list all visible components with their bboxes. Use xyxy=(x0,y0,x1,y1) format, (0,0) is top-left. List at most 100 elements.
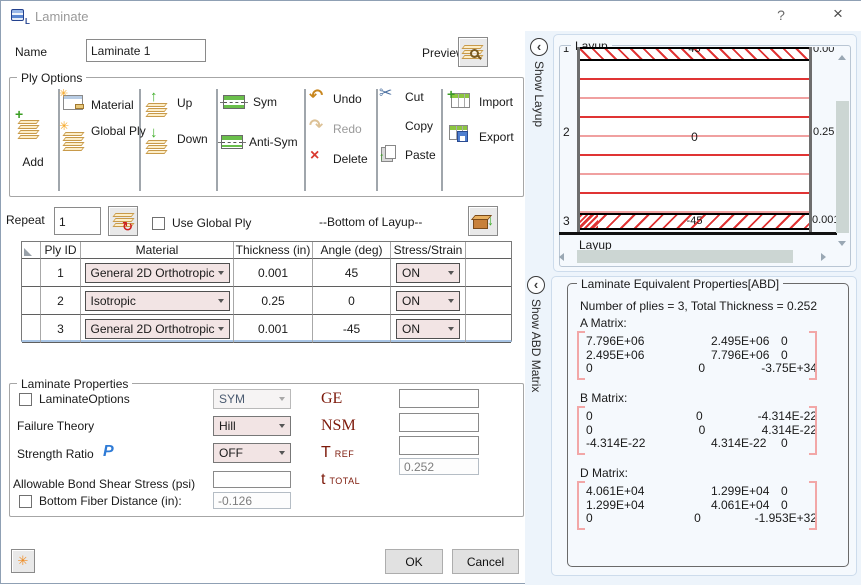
laminate-stack-icon xyxy=(11,9,24,21)
laminate-options-checkbox[interactable] xyxy=(19,393,32,406)
paste-button[interactable]: ↑ Paste xyxy=(379,143,439,169)
matrix-value: 1.299E+04 xyxy=(586,497,645,512)
layup-vscrollbar[interactable] xyxy=(835,51,850,251)
bottom-of-layup-button[interactable]: ↓ xyxy=(468,206,498,236)
chevron-down-icon xyxy=(448,298,454,303)
export-floppy-icon xyxy=(457,131,468,142)
matrix-value: 4.061E+04 xyxy=(711,497,770,512)
move-up-button[interactable]: ↑ Up xyxy=(145,89,211,119)
selector-triangle-icon xyxy=(24,248,32,256)
row-selector[interactable] xyxy=(22,259,41,287)
preview-button[interactable] xyxy=(458,37,488,67)
hscroll-thumb[interactable] xyxy=(577,250,793,263)
scroll-down-icon[interactable] xyxy=(838,241,846,246)
down-arrow-icon: ↓ xyxy=(487,212,494,228)
col-header-ply-id[interactable]: Ply ID xyxy=(41,242,81,259)
sym-button[interactable]: Sym xyxy=(220,93,301,115)
thickness-cell[interactable]: 0.25 xyxy=(234,287,313,315)
material-dropdown[interactable]: General 2D Orthotropic xyxy=(84,318,230,339)
sym-dropdown[interactable]: SYM xyxy=(213,389,291,409)
matrix-value: 0 xyxy=(781,334,788,348)
collapse-abd-button[interactable]: ‹ xyxy=(527,276,545,294)
angle-cell[interactable]: 0 xyxy=(313,287,391,315)
ply3-corner-hatch xyxy=(580,215,598,228)
matrix-value: 2.495E+06 xyxy=(711,334,770,348)
failure-theory-dropdown[interactable]: Hill xyxy=(213,416,291,436)
ply-options-group xyxy=(9,77,524,197)
name-input[interactable] xyxy=(86,39,206,62)
chevron-down-icon xyxy=(217,326,224,331)
add-ply-button[interactable]: + Add xyxy=(11,105,55,175)
ply-id-cell[interactable]: 1 xyxy=(41,259,81,287)
export-button[interactable]: Export xyxy=(447,121,521,147)
ply1-num-clip: 1 xyxy=(563,47,575,57)
stress-strain-dropdown[interactable]: ON xyxy=(396,318,460,339)
matrix-value: 0 xyxy=(586,511,593,525)
stress-strain-dropdown[interactable]: ON xyxy=(396,262,460,283)
help-button[interactable]: ? xyxy=(777,7,785,23)
layup-hscrollbar[interactable] xyxy=(557,249,837,264)
material-button[interactable]: ✳ Material xyxy=(59,88,137,119)
abd-group-title: Laminate Equivalent Properties[ABD] xyxy=(577,277,784,291)
bottom-of-layup-label: --Bottom of Layup-- xyxy=(319,215,423,229)
material-dropdown[interactable]: Isotropic xyxy=(84,290,230,311)
material-dropdown[interactable]: General 2D Orthotropic xyxy=(84,262,230,283)
ply-thickness: 0.00 xyxy=(813,47,835,55)
scroll-right-icon[interactable] xyxy=(821,253,826,261)
chevron-left-icon: ‹ xyxy=(533,276,539,292)
paste-arrow-icon: ↑ xyxy=(379,151,385,163)
redo-button[interactable]: ↷ Redo xyxy=(307,117,373,141)
cancel-button[interactable]: Cancel xyxy=(452,549,519,574)
import-button[interactable]: + Import xyxy=(447,87,521,113)
material-label: Material xyxy=(91,98,134,112)
row-selector-header[interactable] xyxy=(22,242,41,259)
scroll-left-icon[interactable] xyxy=(559,253,564,261)
undo-button[interactable]: ↶ Undo xyxy=(307,87,373,111)
laminate-options-label: LaminateOptions xyxy=(39,392,130,406)
asterisk-button[interactable]: ✳ xyxy=(11,549,35,573)
bottom-fiber-checkbox[interactable] xyxy=(19,495,32,508)
repeat-apply-button[interactable]: ↻ xyxy=(108,206,138,236)
col-header-angle[interactable]: Angle (deg) xyxy=(313,242,391,259)
row-selector[interactable] xyxy=(22,287,41,315)
scroll-up-icon[interactable] xyxy=(838,55,846,60)
move-down-button[interactable]: ↓ Down xyxy=(145,123,211,157)
bottom-fiber-label: Bottom Fiber Distance (in): xyxy=(39,494,182,508)
col-header-thickness[interactable]: Thickness (in) xyxy=(234,242,313,259)
matrix-value: 2.495E+06 xyxy=(586,347,645,362)
ge-input[interactable] xyxy=(399,389,479,408)
bond-shear-input[interactable] xyxy=(213,471,291,488)
strength-ratio-dropdown[interactable]: OFF xyxy=(213,443,291,463)
ply-id-cell[interactable]: 2 xyxy=(41,287,81,315)
cut-button[interactable]: ✂ Cut xyxy=(379,85,439,109)
col-header-stress-strain[interactable]: Stress/Strain xyxy=(391,242,466,259)
add-label: Add xyxy=(22,155,44,169)
global-ply-button[interactable]: ✳ Global Ply xyxy=(59,120,146,161)
thickness-cell[interactable]: 0.001 xyxy=(234,315,313,343)
stress-strain-dropdown[interactable]: ON xyxy=(396,290,460,311)
anti-sym-button[interactable]: Anti-Sym xyxy=(218,133,303,155)
use-global-ply-checkbox[interactable] xyxy=(152,217,165,230)
vscroll-thumb[interactable] xyxy=(836,101,849,233)
delete-button[interactable]: × Delete xyxy=(307,147,373,171)
chevron-down-icon xyxy=(448,270,454,275)
thickness-cell[interactable]: 0.001 xyxy=(234,259,313,287)
angle-cell[interactable]: -45 xyxy=(313,315,391,343)
nsm-input[interactable] xyxy=(399,413,479,432)
collapse-layup-button[interactable]: ‹ xyxy=(530,38,548,56)
bond-shear-label: Allowable Bond Shear Stress (psi) xyxy=(13,477,196,491)
ply-id-cell[interactable]: 3 xyxy=(41,315,81,343)
matrix-value: -1.953E+32 xyxy=(754,511,817,525)
copy-button[interactable]: Copy xyxy=(379,117,439,137)
repeat-input[interactable] xyxy=(54,207,101,235)
refresh-icon: ↻ xyxy=(122,219,133,234)
star-icon: ✳ xyxy=(59,88,69,100)
layup-left-rail xyxy=(577,47,580,233)
close-button[interactable]: × xyxy=(833,4,843,23)
cut-icon: ✂ xyxy=(379,85,393,102)
angle-cell[interactable]: 45 xyxy=(313,259,391,287)
ok-button[interactable]: OK xyxy=(385,549,443,574)
tref-input[interactable] xyxy=(399,436,479,455)
col-header-material[interactable]: Material xyxy=(81,242,234,259)
row-selector[interactable] xyxy=(22,315,41,343)
